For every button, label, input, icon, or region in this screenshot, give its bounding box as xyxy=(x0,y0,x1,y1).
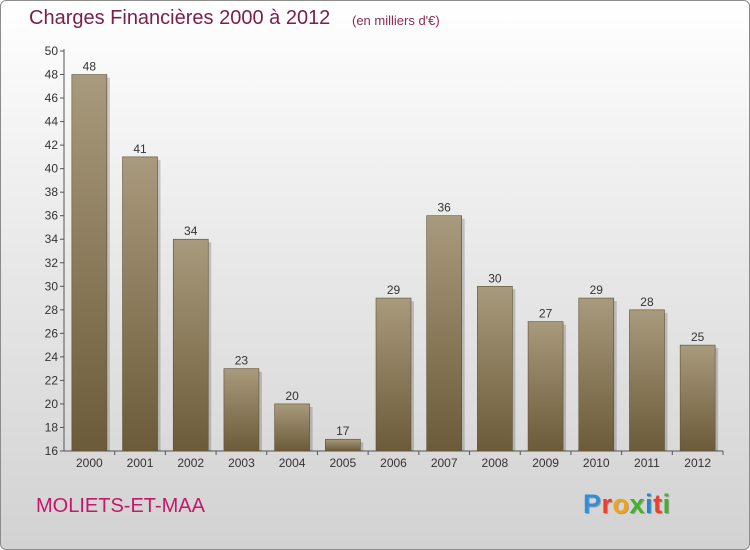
y-tick-label: 50 xyxy=(45,44,59,58)
proxiti-logo: Proxiti xyxy=(583,489,671,520)
bar-2008 xyxy=(477,285,513,452)
y-tick-label: 30 xyxy=(45,279,59,293)
bar-2010 xyxy=(578,297,615,452)
x-tick-label: 2008 xyxy=(482,456,509,470)
x-tick-label: 2012 xyxy=(684,456,711,470)
chart-title: Charges Financières 2000 à 2012 xyxy=(29,7,331,29)
data-label: 23 xyxy=(235,354,249,368)
y-tick-label: 22 xyxy=(45,373,59,387)
bar-2009 xyxy=(527,321,564,452)
bar-2000 xyxy=(71,74,108,452)
logo-letter: t xyxy=(653,489,663,519)
x-tick-label: 2006 xyxy=(380,456,407,470)
data-label: 27 xyxy=(539,307,553,321)
data-label: 28 xyxy=(640,295,654,309)
x-tick-label: 2005 xyxy=(329,456,356,470)
commune-name: MOLIETS-ET-MAA xyxy=(36,495,205,517)
y-tick-label: 48 xyxy=(45,68,59,82)
data-label: 17 xyxy=(336,424,350,438)
x-tick-label: 2000 xyxy=(76,456,103,470)
y-tick-label: 44 xyxy=(45,115,59,129)
logo-letter: r xyxy=(601,489,613,519)
y-tick-label: 20 xyxy=(45,397,59,411)
bar-2006 xyxy=(375,297,412,452)
y-tick-label: 46 xyxy=(45,91,59,105)
y-tick-label: 38 xyxy=(45,185,59,199)
data-label: 36 xyxy=(438,201,452,215)
data-label: 48 xyxy=(83,60,97,74)
data-label: 34 xyxy=(184,224,198,238)
bar-2001 xyxy=(122,156,158,452)
x-tick-label: 2001 xyxy=(127,456,154,470)
y-tick-label: 18 xyxy=(45,420,59,434)
x-tick-label: 2002 xyxy=(177,456,204,470)
x-tick-label: 2004 xyxy=(279,456,306,470)
y-tick-label: 24 xyxy=(45,350,59,364)
data-label: 20 xyxy=(285,389,299,403)
x-tick-label: 2007 xyxy=(431,456,458,470)
x-tick-label: 2009 xyxy=(532,456,559,470)
bar-2004 xyxy=(274,403,310,452)
logo-letter: o xyxy=(612,489,630,519)
y-tick-label: 32 xyxy=(45,256,59,270)
labels: 2000 48 2001 41 2002 34 2003 23 2004 20 2005 17 2006… xyxy=(76,60,711,470)
bar-2002 xyxy=(172,238,209,452)
y-tick-label: 26 xyxy=(45,326,59,340)
y-tick-label: 36 xyxy=(45,209,59,223)
bar-2012 xyxy=(679,344,716,452)
logo-letter: x xyxy=(629,489,646,519)
y-tick-label: 28 xyxy=(45,303,59,317)
bar-2011 xyxy=(629,309,665,452)
logo-letter: i xyxy=(645,489,654,519)
data-label: 29 xyxy=(590,283,604,297)
bar-2003 xyxy=(223,368,260,452)
bars xyxy=(71,74,719,452)
logo-letter: i xyxy=(662,489,671,519)
y-tick-label: 40 xyxy=(45,162,59,176)
data-label: 29 xyxy=(387,283,401,297)
bar-2005 xyxy=(325,438,361,452)
y-tick-label: 42 xyxy=(45,138,59,152)
x-tick-label: 2011 xyxy=(634,456,660,470)
bar-2007 xyxy=(426,215,462,452)
y-tick-label: 34 xyxy=(45,232,59,246)
y-tick-label: 16 xyxy=(45,444,59,458)
chart-subtitle: (en milliers d'€) xyxy=(352,13,440,28)
logo-letter: P xyxy=(583,489,602,519)
x-tick-label: 2003 xyxy=(228,456,255,470)
data-label: 41 xyxy=(133,142,147,156)
data-label: 25 xyxy=(691,330,705,344)
data-label: 30 xyxy=(488,271,502,285)
x-tick-label: 2010 xyxy=(583,456,610,470)
